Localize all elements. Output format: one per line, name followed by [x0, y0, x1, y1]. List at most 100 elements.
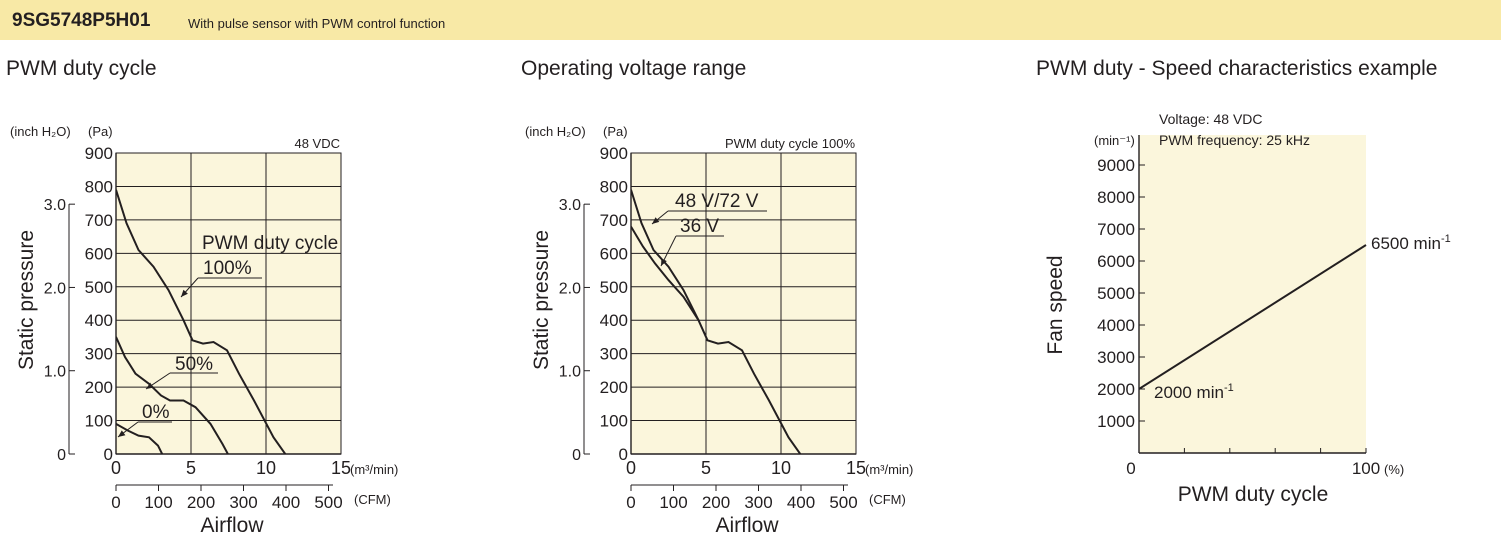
chart-3-y-tick-label: 8000	[1097, 188, 1135, 207]
chart-2-annotation: PWM duty cycle 100%	[725, 136, 855, 151]
chart-2-x-label: Airflow	[715, 514, 779, 537]
chart-2-series-line-2	[631, 226, 700, 321]
chart-2-cfm-tick-label: 400	[787, 493, 815, 512]
chart-2-x-tick-label: 0	[626, 458, 636, 478]
chart-3-y-units: (min⁻¹)	[1094, 133, 1135, 148]
chart-3-x-label: PWM duty cycle	[1178, 483, 1329, 506]
chart-3-annotation-voltage: Voltage: 48 VDC	[1159, 111, 1263, 127]
chart-1-series-line-2	[116, 336, 230, 454]
chart-2-cfm-tick-label: 0	[626, 493, 635, 512]
chart-2-cfm-tick-label: 200	[702, 493, 730, 512]
chart-2-y2-tick-label: 1.0	[559, 364, 581, 381]
chart-1-y-tick-label: 0	[104, 445, 113, 464]
chart-1-y2-tick-label: 1.0	[44, 364, 66, 381]
chart-1-y-tick-label: 500	[85, 278, 113, 297]
chart-1-y-tick-label: 800	[85, 177, 113, 196]
chart-2-x-tick-label: 15	[846, 458, 866, 478]
chart-1-y-tick-label: 900	[85, 144, 113, 163]
chart-2-x-units: (m³/min)	[865, 462, 913, 477]
chart-2-cfm-tick-label: 100	[659, 493, 687, 512]
chart-2-plot-area	[630, 152, 857, 455]
chart-1-x-tick-label: 15	[331, 458, 351, 478]
chart-2-label-48-72v: 48 V/72 V	[675, 191, 759, 212]
chart-2-title: Operating voltage range	[521, 57, 747, 80]
chart-1-label-100: 100%	[203, 258, 252, 279]
chart-1-y-tick-label: 400	[85, 311, 113, 330]
chart-1-y-label: Static pressure	[15, 230, 38, 370]
chart-2-y2-tick-label: 0	[572, 447, 581, 464]
chart-1-x-tick-label: 0	[111, 458, 121, 478]
chart-1-arrow-100-head	[181, 289, 188, 297]
chart-2-cfm-tick-label: 300	[744, 493, 772, 512]
chart-1-y-tick-label: 100	[85, 412, 113, 431]
chart-1-x-tick-label: 10	[256, 458, 276, 478]
chart-1-x-tick-label: 5	[186, 458, 196, 478]
chart-2-arrow-48-72v-head	[652, 217, 660, 224]
chart-2-y-tick-label: 200	[600, 378, 628, 397]
chart-2-y-tick-label: 600	[600, 244, 628, 263]
chart-1-cfm-units: (CFM)	[354, 492, 391, 507]
chart-1-cfm-tick-label: 500	[314, 493, 342, 512]
chart-3-x-units: (%)	[1384, 462, 1404, 477]
chart-1-cfm-tick-label: 0	[111, 493, 120, 512]
chart-3-plot-area	[1139, 135, 1366, 453]
chart-2-arrow-36v-head	[661, 258, 667, 266]
chart-3-series-line	[1138, 244, 1367, 390]
chart-1-plot-area	[115, 152, 342, 455]
chart-2-y-tick-label: 500	[600, 278, 628, 297]
chart-2-x-tick-label: 10	[771, 458, 791, 478]
chart-1-y2-units: (inch H₂O)	[10, 124, 71, 139]
chart-3-x-tick-label: 0	[1126, 459, 1135, 478]
chart-2-y-tick-label: 800	[600, 177, 628, 196]
model-code: 9SG5748P5H01	[12, 10, 151, 31]
chart-3-y-tick-label: 3000	[1097, 348, 1135, 367]
chart-2-y-tick-label: 700	[600, 211, 628, 230]
chart-1-y2-tick-label: 0	[57, 447, 66, 464]
model-description: With pulse sensor with PWM control funct…	[188, 16, 446, 31]
chart-1-y-tick-label: 200	[85, 378, 113, 397]
chart-1-y-tick-label: 300	[85, 345, 113, 364]
chart-2-y2-units: (inch H₂O)	[525, 124, 586, 139]
chart-1-arrow-50-head	[146, 382, 154, 389]
chart-2-y2-tick-label: 2.0	[559, 280, 581, 297]
chart-3-label-start: 2000 min-1	[1154, 382, 1234, 402]
chart-3-y-tick-label: 4000	[1097, 316, 1135, 335]
chart-2-y-tick-label: 100	[600, 412, 628, 431]
chart-3-x-tick-label: 100	[1352, 459, 1380, 478]
chart-3-y-tick-label: 1000	[1097, 412, 1135, 431]
chart-1-title: PWM duty cycle	[6, 57, 157, 80]
chart-1-y-tick-label: 600	[85, 244, 113, 263]
chart-2-x-tick-label: 5	[701, 458, 711, 478]
chart-1-y2-tick-label: 2.0	[44, 280, 66, 297]
chart-2-y-tick-label: 300	[600, 345, 628, 364]
chart-1-x-units: (m³/min)	[350, 462, 398, 477]
chart-2-label-36v: 36 V	[680, 216, 719, 237]
chart-2-y-tick-label: 900	[600, 144, 628, 163]
chart-1-cfm-tick-label: 100	[144, 493, 172, 512]
chart-3-y-label: Fan speed	[1044, 255, 1067, 354]
chart-3-y-tick-label: 7000	[1097, 220, 1135, 239]
chart-1-annotation: 48 VDC	[294, 136, 340, 151]
chart-2-cfm-tick-label: 500	[829, 493, 857, 512]
chart-2-y-units: (Pa)	[603, 124, 628, 139]
chart-3-y-tick-label: 2000	[1097, 380, 1135, 399]
chart-3-y-tick-label: 6000	[1097, 252, 1135, 271]
chart-1-y2-tick-label: 3.0	[44, 197, 66, 214]
chart-1-series-line-1	[116, 189, 287, 454]
chart-2-series-line-1	[631, 189, 802, 454]
chart-1-legend-title: PWM duty cycle	[202, 233, 338, 254]
chart-3-y-tick-label: 9000	[1097, 156, 1135, 175]
chart-2-cfm-units: (CFM)	[869, 492, 906, 507]
chart-3-label-end: 6500 min-1	[1371, 233, 1451, 253]
chart-3-annotation-frequency: PWM frequency: 25 kHz	[1159, 132, 1310, 148]
chart-1-cfm-tick-label: 400	[272, 493, 300, 512]
chart-3-title: PWM duty - Speed characteristics example	[1036, 57, 1438, 80]
chart-1-arrow-0-head	[118, 430, 126, 437]
header-band	[0, 0, 1501, 40]
chart-1-cfm-tick-label: 200	[187, 493, 215, 512]
chart-1-cfm-tick-label: 300	[229, 493, 257, 512]
chart-2-y2-tick-label: 3.0	[559, 197, 581, 214]
chart-1-y-tick-label: 700	[85, 211, 113, 230]
chart-1-y-units: (Pa)	[88, 124, 113, 139]
